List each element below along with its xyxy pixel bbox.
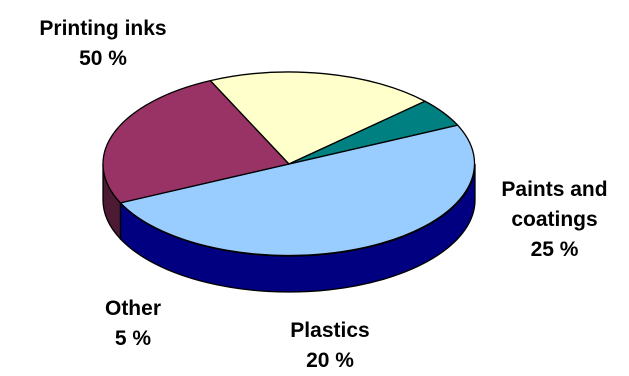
label-other-name: Other [104,297,161,320]
label-paints-coatings-value: 25 % [530,238,579,261]
pie-slice-plastics [209,71,426,165]
label-plastics-name: Plastics [290,319,370,342]
label-paints-coatings: Paints and coatings 25 % [482,175,627,265]
label-printing-inks-name: Printing inks [39,17,167,40]
pie-slice-other [288,100,459,165]
label-other: Other 5 % [78,294,188,354]
label-plastics-value: 20 % [306,349,354,372]
pie-slice-printing-inks [119,124,476,257]
label-paints-coatings-name-line2: coatings [511,208,598,231]
label-other-value: 5 % [114,327,152,350]
label-printing-inks-value: 50 % [79,47,127,70]
label-paints-coatings-name-line1: Paints and [501,178,608,201]
label-printing-inks: Printing inks 50 % [8,14,198,74]
pie-slice-paints-and-coatings [102,79,290,204]
label-plastics: Plastics 20 % [250,316,410,376]
